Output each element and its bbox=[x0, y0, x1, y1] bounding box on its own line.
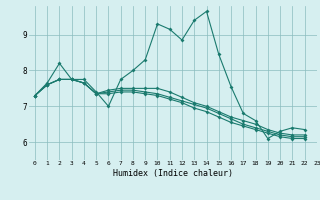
X-axis label: Humidex (Indice chaleur): Humidex (Indice chaleur) bbox=[113, 169, 233, 178]
